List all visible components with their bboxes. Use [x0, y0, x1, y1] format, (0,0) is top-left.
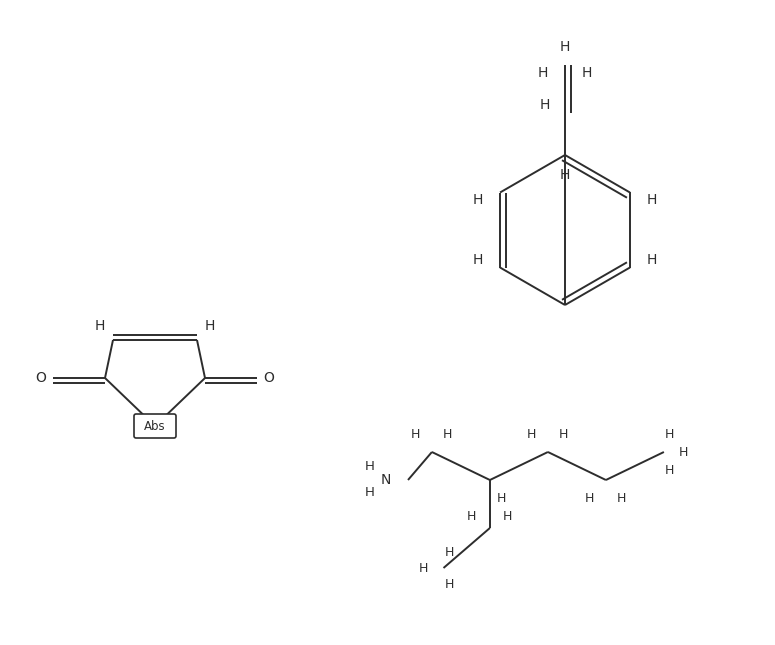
Text: H: H: [445, 546, 454, 559]
Text: H: H: [95, 319, 105, 333]
Text: H: H: [365, 486, 375, 499]
Text: H: H: [443, 428, 453, 441]
Text: H: H: [473, 252, 484, 266]
Text: H: H: [527, 428, 536, 441]
Text: H: H: [205, 319, 215, 333]
Text: H: H: [560, 428, 569, 441]
Text: H: H: [585, 491, 594, 504]
Text: N: N: [381, 473, 391, 487]
Text: H: H: [582, 66, 592, 80]
Text: H: H: [412, 428, 421, 441]
Text: H: H: [540, 98, 550, 112]
Text: H: H: [665, 464, 674, 477]
Text: H: H: [473, 194, 484, 208]
Text: H: H: [498, 491, 507, 504]
Text: H: H: [365, 461, 375, 473]
Text: H: H: [445, 577, 454, 591]
Text: H: H: [418, 562, 428, 575]
Text: H: H: [617, 491, 626, 504]
FancyBboxPatch shape: [134, 414, 176, 438]
Text: H: H: [560, 168, 570, 182]
Text: O: O: [264, 371, 274, 385]
Text: H: H: [560, 40, 570, 54]
Text: H: H: [538, 66, 548, 80]
Text: H: H: [665, 428, 674, 441]
Text: H: H: [647, 194, 657, 208]
Text: H: H: [647, 252, 657, 266]
Text: Abs: Abs: [144, 419, 166, 433]
Text: H: H: [503, 510, 512, 522]
Text: O: O: [36, 371, 46, 385]
Text: H: H: [467, 510, 477, 522]
Text: H: H: [679, 446, 688, 459]
